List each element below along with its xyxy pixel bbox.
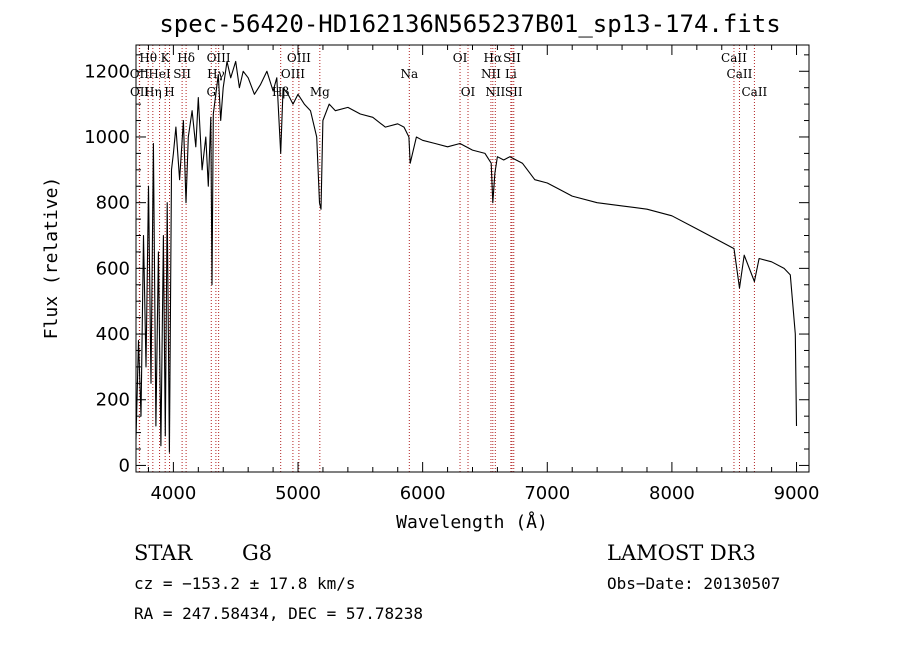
line-label-9: OIII	[207, 51, 231, 65]
line-label-16: Na	[400, 67, 418, 81]
plot-frame	[135, 44, 810, 473]
y-tick-label: 0	[119, 455, 130, 476]
line-label-19: Hα	[484, 51, 503, 65]
y-tick-label: 800	[96, 193, 130, 214]
observation-date: Obs−Date: 20130507	[607, 574, 780, 593]
y-tick-label: 200	[96, 390, 130, 411]
x-tick-label: 7000	[524, 483, 570, 504]
y-axis-label: Flux (relative)	[41, 177, 62, 340]
line-label-8: Hδ	[177, 51, 195, 65]
y-tick-label: 1200	[84, 61, 130, 82]
line-label-11: G	[206, 85, 216, 99]
y-axis-ticks: 0 200 400 600 800 1000 1200	[84, 54, 809, 476]
spectral-line-markers	[138, 45, 755, 472]
line-label-20: NII	[481, 67, 501, 81]
line-label-23: Li	[505, 67, 517, 81]
survey-name: LAMOST DR3	[607, 541, 756, 565]
line-label-0: Hθ	[139, 51, 157, 65]
spectrum-series	[135, 60, 798, 453]
line-label-12: Hβ	[272, 85, 289, 99]
line-label-24: SII	[505, 85, 523, 99]
line-label-5: K	[161, 51, 171, 65]
line-label-13: OIII	[287, 51, 311, 65]
x-tick-label: 4000	[150, 483, 196, 504]
line-label-14: OIII	[281, 67, 305, 81]
line-label-1: OII	[130, 67, 150, 81]
x-axis-label: Wavelength (Å)	[396, 511, 548, 533]
line-label-15: Mg	[310, 85, 330, 99]
line-label-27: CaII	[741, 85, 767, 99]
line-label-26: CaII	[727, 67, 753, 81]
x-tick-label: 8000	[649, 483, 695, 504]
subclass: G8	[242, 541, 272, 565]
x-tick-label: 6000	[400, 483, 446, 504]
spectrum-line	[135, 60, 798, 453]
y-tick-label: 1000	[84, 127, 130, 148]
line-label-6: H	[164, 85, 174, 99]
redshift-velocity: cz = −153.2 ± 17.8 km/s	[134, 574, 356, 593]
x-tick-label: 5000	[275, 483, 321, 504]
line-label-22: SII	[503, 51, 521, 65]
line-label-4: HeI	[148, 67, 171, 81]
line-label-21: NII	[485, 85, 505, 99]
chart-title: spec-56420-HD162136N565237B01_sp13-174.f…	[159, 10, 780, 38]
line-label-3: Hη	[144, 85, 162, 99]
object-class: STAR	[134, 541, 193, 565]
line-label-17: OI	[453, 51, 468, 65]
line-label-2: OII	[130, 85, 150, 99]
line-label-25: CaII	[721, 51, 747, 65]
x-tick-label: 9000	[774, 483, 820, 504]
line-label-7: SII	[173, 67, 191, 81]
line-label-18: OI	[461, 85, 476, 99]
y-tick-label: 400	[96, 324, 130, 345]
y-tick-label: 600	[96, 258, 130, 279]
coordinates: RA = 247.58434, DEC = 57.78238	[134, 604, 423, 623]
line-label-10: Hγ	[207, 67, 225, 81]
x-axis-ticks: 4000 5000 6000 7000 8000 9000	[147, 45, 820, 504]
